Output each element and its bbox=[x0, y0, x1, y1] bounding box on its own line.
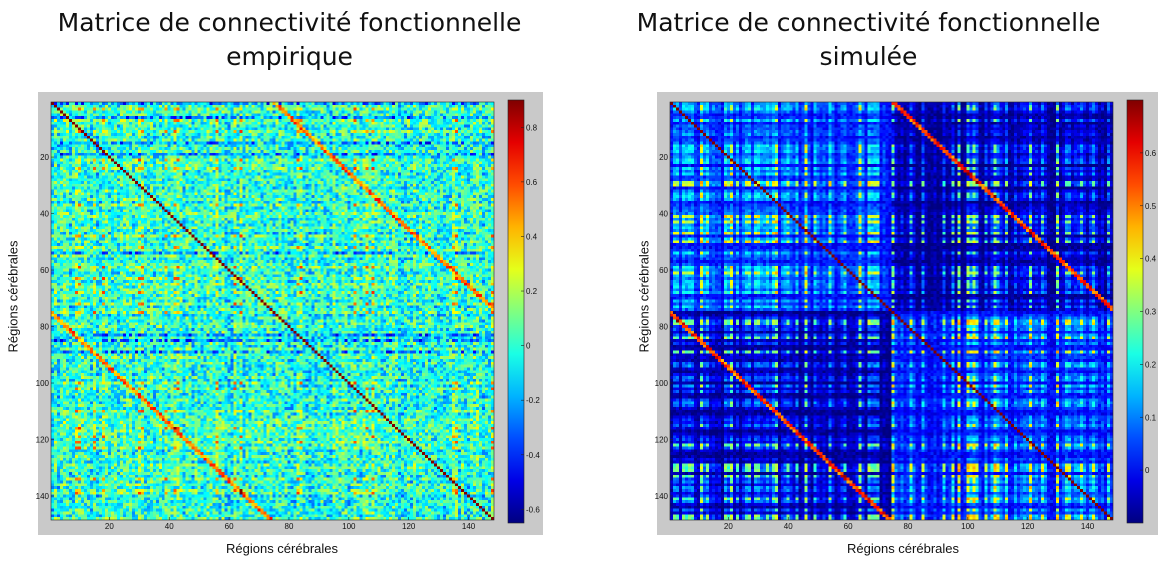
colorbar-tick-label: -0.4 bbox=[526, 451, 540, 460]
x-tick-label: 120 bbox=[402, 522, 416, 531]
x-tick-label: 60 bbox=[844, 522, 853, 531]
x-tick-label: 20 bbox=[724, 522, 733, 531]
figure-frame: 20 40 60 80 100 120 140 20 40 60 80 100 120 140 0.8 0.6… bbox=[36, 92, 543, 535]
y-tick-label: 140 bbox=[36, 492, 50, 501]
y-axis-label: Régions cérébrales bbox=[636, 240, 652, 353]
colorbar-tick-label: -0.2 bbox=[526, 396, 540, 405]
colorbar-tick-label: 0.4 bbox=[526, 232, 538, 241]
colorbar-tick-label: 0.8 bbox=[526, 123, 538, 132]
y-tick-label: 60 bbox=[659, 266, 668, 275]
x-tick-label: 100 bbox=[342, 522, 356, 531]
colorbar-tick-label: 0.4 bbox=[1145, 255, 1157, 264]
colorbar-tick-label: 0.2 bbox=[526, 287, 538, 296]
x-tick-label: 100 bbox=[961, 522, 975, 531]
y-tick-label: 120 bbox=[36, 436, 50, 445]
y-tick-label: 20 bbox=[40, 153, 49, 162]
colorbar bbox=[507, 99, 525, 524]
colorbar-tick-label: -0.6 bbox=[526, 505, 540, 514]
heatmap-cells bbox=[670, 102, 1113, 520]
x-tick-label: 40 bbox=[165, 522, 174, 531]
y-tick-label: 100 bbox=[36, 379, 50, 388]
colorbar-tick-label: 0 bbox=[526, 342, 531, 351]
colorbar-tick-label: 0.6 bbox=[1145, 149, 1157, 158]
colorbar-tick-label: 0.6 bbox=[526, 178, 538, 187]
y-tick-label: 40 bbox=[659, 210, 668, 219]
x-tick-label: 60 bbox=[225, 522, 234, 531]
heatmap-cells bbox=[51, 102, 494, 520]
figure-frame: 20 40 60 80 100 120 140 20 40 60 80 100 120 140 0.6 0.5… bbox=[655, 92, 1158, 535]
x-tick-label: 80 bbox=[904, 522, 913, 531]
heatmap-svg: 20 40 60 80 100 120 140 20 40 60 80 100 120 140 0.8 0.6… bbox=[36, 99, 540, 531]
colorbar-tick-label: 0.3 bbox=[1145, 308, 1157, 317]
x-tick-label: 140 bbox=[1081, 522, 1095, 531]
x-tick-label: 40 bbox=[784, 522, 793, 531]
y-tick-label: 40 bbox=[40, 210, 49, 219]
y-axis-label: Régions cérébrales bbox=[5, 240, 21, 353]
chart-title-line-1: Matrice de connectivité fonctionnelle bbox=[57, 8, 522, 37]
y-tick-label: 100 bbox=[655, 379, 669, 388]
plot-frame bbox=[50, 101, 495, 521]
y-tick-label: 20 bbox=[659, 153, 668, 162]
x-axis-label: Régions cérébrales bbox=[226, 541, 339, 556]
y-tick-label: 60 bbox=[40, 266, 49, 275]
colorbar-tick-label: 0.5 bbox=[1145, 202, 1157, 211]
colorbar-tick-label: 0.2 bbox=[1145, 360, 1157, 369]
chart-title-line-2: simulée bbox=[819, 42, 918, 71]
empirical-chart-panel: Matrice de connectivité fonctionnelle em… bbox=[0, 6, 579, 556]
x-tick-label: 140 bbox=[462, 522, 476, 531]
y-tick-label: 80 bbox=[659, 323, 668, 332]
simulated-chart-panel: Matrice de connectivité fonctionnelle si… bbox=[579, 0, 1158, 562]
x-tick-label: 120 bbox=[1021, 522, 1035, 531]
colorbar-tick-label: 0 bbox=[1145, 466, 1150, 475]
y-tick-label: 80 bbox=[40, 323, 49, 332]
plot-frame bbox=[669, 101, 1114, 521]
x-tick-label: 80 bbox=[285, 522, 294, 531]
chart-title: Matrice de connectivité fonctionnelle si… bbox=[579, 6, 1158, 74]
x-axis-label: Régions cérébrales bbox=[847, 541, 960, 556]
colorbar-tick-label: 0.1 bbox=[1145, 413, 1157, 422]
chart-title-line-1: Matrice de connectivité fonctionnelle bbox=[636, 8, 1101, 37]
y-tick-label: 120 bbox=[655, 436, 669, 445]
x-tick-label: 20 bbox=[105, 522, 114, 531]
y-tick-label: 140 bbox=[655, 492, 669, 501]
chart-title-line-2: empirique bbox=[226, 42, 353, 71]
heatmap-svg: 20 40 60 80 100 120 140 20 40 60 80 100 120 140 0.6 0.5… bbox=[655, 99, 1157, 531]
chart-title: Matrice de connectivité fonctionnelle em… bbox=[0, 6, 579, 74]
